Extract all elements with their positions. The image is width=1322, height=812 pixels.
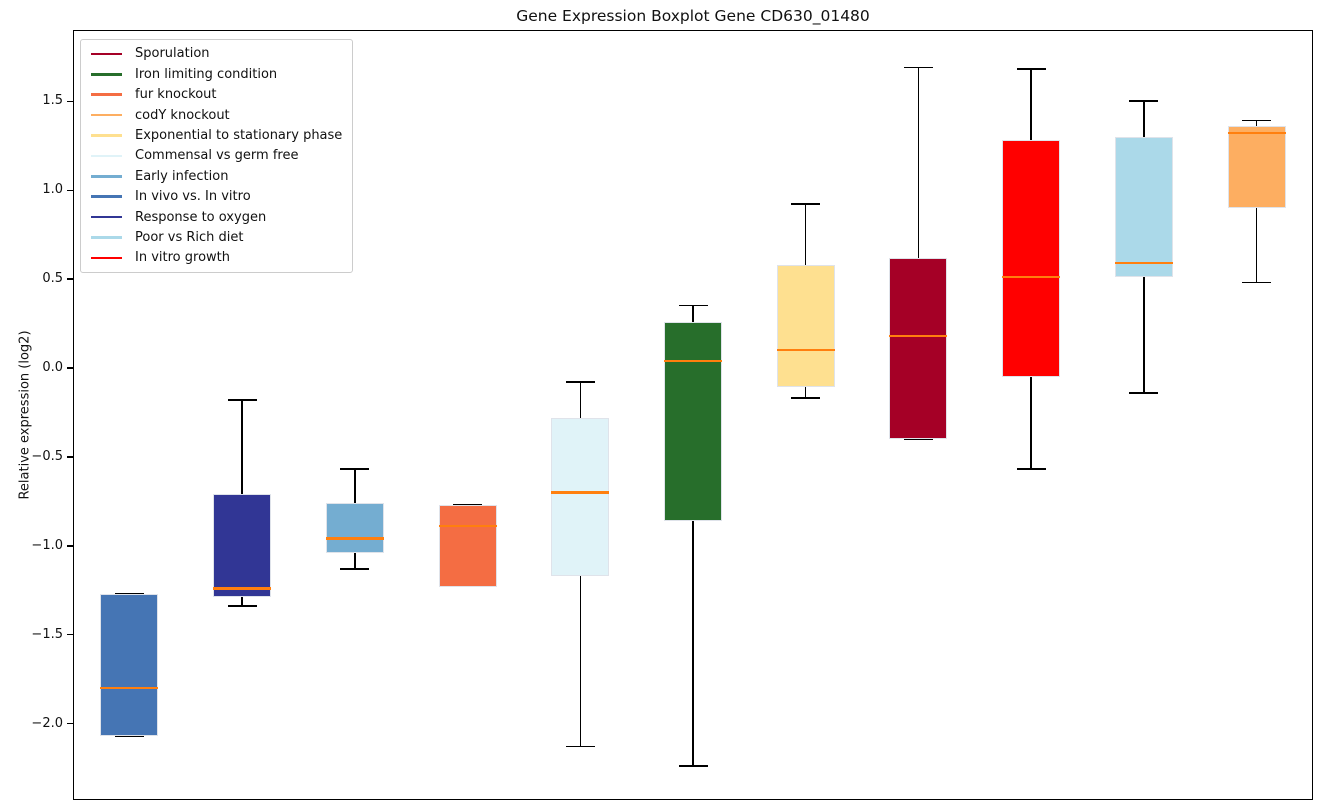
legend-label: Exponential to stationary phase: [135, 128, 343, 144]
y-tick-mark: [67, 634, 73, 636]
y-tick-mark: [67, 723, 73, 725]
y-tick-label: −1.5: [31, 626, 63, 642]
whisker-cap: [1129, 391, 1159, 394]
legend-label: Poor vs Rich diet: [135, 230, 244, 246]
legend-item: In vivo vs. In vitro: [91, 187, 352, 206]
legend-label: Commensal vs germ free: [135, 148, 299, 164]
whisker-cap: [565, 381, 595, 383]
median-line: [213, 587, 272, 590]
y-tick-label: 1.5: [42, 93, 63, 109]
legend-label: Sporulation: [135, 46, 210, 62]
whisker-cap: [1242, 281, 1272, 284]
y-tick-mark: [67, 189, 73, 191]
y-axis-label: Relative expression (log2): [17, 330, 33, 500]
median-line: [325, 537, 384, 540]
y-tick-mark: [67, 100, 73, 102]
y-tick-label: 1.0: [42, 182, 63, 198]
legend-swatch: [91, 215, 122, 219]
median-line: [1002, 275, 1061, 279]
whisker-cap: [903, 66, 933, 69]
whisker-cap: [114, 735, 144, 737]
whisker-cap: [1242, 119, 1272, 122]
legend-label: Iron limiting condition: [135, 66, 278, 82]
median-line: [664, 359, 722, 362]
legend-swatch: [91, 154, 122, 158]
legend: Sporulation Iron limiting condition fur kn…: [80, 39, 353, 273]
median-line: [551, 491, 610, 494]
boxplot-box: [1227, 126, 1286, 208]
whisker-line: [917, 67, 920, 439]
whisker-cap: [453, 585, 483, 588]
legend-item: Commensal vs germ free: [91, 146, 352, 165]
y-tick-mark: [67, 545, 73, 547]
legend-swatch: [91, 134, 122, 137]
y-tick-mark: [67, 456, 73, 458]
legend-label: In vivo vs. In vitro: [135, 189, 251, 205]
legend-swatch: [91, 195, 122, 199]
boxplot-box: [100, 593, 159, 736]
boxplot-box: [889, 257, 948, 439]
boxplot-box: [1114, 136, 1173, 278]
boxplot-box: [551, 417, 610, 576]
median-line: [100, 686, 159, 690]
legend-swatch: [91, 113, 122, 117]
y-tick-mark: [67, 367, 73, 369]
legend-swatch: [91, 93, 122, 97]
legend-item: codY knockout: [91, 106, 352, 125]
median-line: [889, 334, 948, 338]
legend-item: Early infection: [91, 167, 352, 186]
whisker-cap: [340, 468, 370, 471]
whisker-cap: [340, 568, 370, 570]
legend-item: Iron limiting condition: [91, 65, 352, 84]
whisker-cap: [1129, 100, 1159, 102]
legend-item: Poor vs Rich diet: [91, 228, 352, 247]
legend-item: Exponential to stationary phase: [91, 126, 352, 145]
y-tick-label: −2.0: [31, 715, 63, 731]
whisker-cap: [1016, 68, 1046, 70]
legend-swatch: [91, 73, 122, 76]
boxplot-box: [776, 264, 835, 388]
whisker-cap: [1016, 468, 1046, 471]
whisker-cap: [678, 765, 708, 767]
median-line: [1114, 261, 1173, 265]
legend-label: fur knockout: [135, 87, 217, 103]
legend-swatch: [91, 52, 122, 56]
y-tick-label: 0.0: [42, 359, 63, 375]
y-tick-label: −1.0: [31, 537, 63, 553]
whisker-line: [692, 305, 694, 767]
boxplot-box: [325, 503, 384, 553]
legend-item: Sporulation: [91, 44, 352, 63]
legend-swatch: [91, 175, 122, 178]
whisker-cap: [565, 745, 595, 748]
chart-title: Gene Expression Boxplot Gene CD630_01480: [516, 7, 870, 25]
boxplot-box: [664, 321, 722, 521]
median-line: [776, 348, 835, 352]
whisker-cap: [678, 304, 708, 307]
legend-item: fur knockout: [91, 85, 352, 104]
legend-label: Response to oxygen: [135, 209, 267, 225]
boxplot-box: [438, 504, 497, 587]
whisker-cap: [227, 605, 257, 607]
y-tick-label: 0.5: [42, 270, 63, 286]
whisker-cap: [227, 399, 257, 401]
legend-swatch: [91, 236, 122, 239]
median-line: [438, 524, 497, 528]
whisker-cap: [903, 438, 933, 440]
boxplot-box: [213, 494, 272, 598]
boxplot-box: [1002, 140, 1061, 377]
legend-swatch: [91, 256, 122, 260]
legend-label: Early infection: [135, 168, 229, 184]
y-tick-label: −0.5: [31, 448, 63, 464]
legend-item: In vitro growth: [91, 248, 352, 267]
y-tick-mark: [67, 278, 73, 280]
legend-label: In vitro growth: [135, 250, 230, 266]
legend-item: Response to oxygen: [91, 208, 352, 227]
whisker-cap: [791, 203, 821, 206]
legend-label: codY knockout: [135, 107, 230, 123]
whisker-cap: [791, 397, 821, 399]
median-line: [1227, 131, 1286, 135]
